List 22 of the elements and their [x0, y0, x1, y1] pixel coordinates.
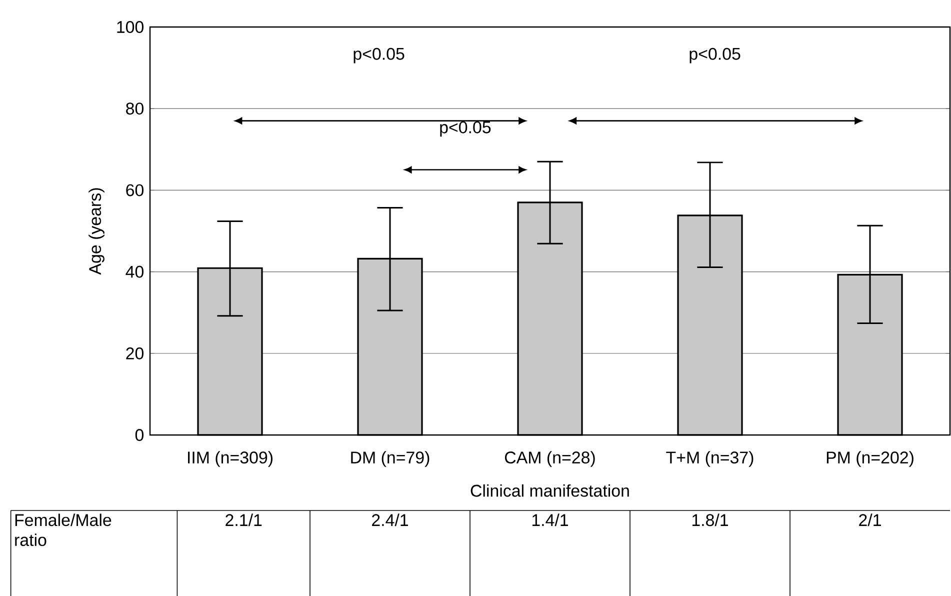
x-tick-label: DM (n=79)	[351, 451, 430, 467]
text: 1.4/1	[532, 514, 568, 526]
y-tick-label: 100	[117, 20, 144, 33]
x-tick-label: IIM (n=309)	[188, 451, 272, 467]
y-tick-label: 80	[126, 102, 144, 115]
annotation: p<0.05	[354, 48, 404, 64]
text: 2.1/1	[226, 514, 262, 526]
annotation: p<0.05	[440, 121, 491, 137]
y-tick-label: 60	[126, 184, 144, 196]
y-tick-label: 20	[126, 347, 144, 360]
text: 2/1	[859, 514, 881, 526]
y-tick-label: 0	[135, 428, 144, 441]
x-tick-label: PM (n=202)	[826, 451, 914, 467]
x-tick-label: CAM (n=28)	[504, 451, 595, 467]
text: 1.8/1	[692, 514, 728, 526]
x-axis-title: Clinical manifestation	[470, 484, 629, 497]
text: 2.4/1	[372, 514, 408, 526]
text: Female/Male ratio	[15, 514, 112, 546]
x-tick-label: T+M (n=37)	[666, 451, 754, 467]
y-tick-label: 40	[126, 266, 144, 278]
y-axis-title: Age (years)	[88, 188, 104, 275]
annotation: p<0.05	[690, 48, 740, 64]
